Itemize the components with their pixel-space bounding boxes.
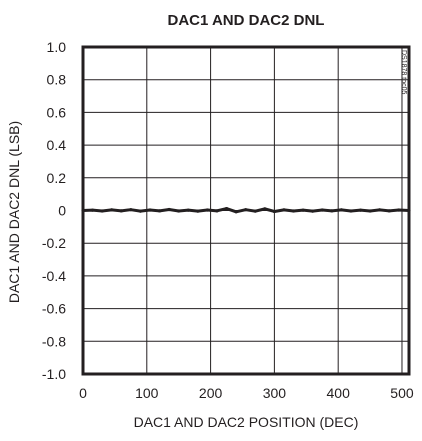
dnl-data-point xyxy=(349,209,353,213)
y-tick-label: 0.2 xyxy=(47,170,67,186)
x-tick-label: 200 xyxy=(199,385,223,401)
y-axis-ticks: 1.0 0.8 0.6 0.4 0.2 0 -0.2 -0.4 -0.6 -0.8 -1.0 xyxy=(42,39,66,382)
dnl-data-point xyxy=(100,209,104,213)
y-tick-label: 0.6 xyxy=(47,104,67,120)
y-tick-label: -0.4 xyxy=(42,268,66,284)
dnl-data-point xyxy=(387,209,391,213)
dnl-data-point xyxy=(320,208,324,212)
dnl-data-point xyxy=(330,209,334,213)
dnl-data-point xyxy=(339,208,343,212)
y-tick-label: -0.2 xyxy=(42,235,66,251)
dnl-data-point xyxy=(205,208,210,212)
dnl-data-point xyxy=(157,209,162,213)
dnl-data-point xyxy=(177,209,181,213)
dnl-data-point xyxy=(301,208,305,212)
dnl-data-point xyxy=(282,208,286,212)
dnl-data-point xyxy=(215,209,219,213)
dnl-data-point xyxy=(186,208,190,212)
figure-code-label: DS1878 toc05 xyxy=(400,50,407,94)
dnl-data-point xyxy=(253,209,257,213)
y-tick-label: -1.0 xyxy=(42,366,66,382)
dnl-data-point xyxy=(167,207,171,212)
dnl-data-point xyxy=(244,208,248,212)
dnl-data-point xyxy=(378,208,382,212)
chart-title: DAC1 AND DAC2 DNL xyxy=(168,12,325,29)
dnl-data-point xyxy=(129,208,133,212)
y-tick-label: -0.8 xyxy=(42,333,66,349)
y-tick-label: -0.6 xyxy=(42,301,66,317)
dnl-data-point xyxy=(234,210,238,214)
dnl-data-point xyxy=(311,209,315,213)
dnl-data-point xyxy=(119,209,123,213)
x-axis-ticks: 0 100 200 300 400 500 xyxy=(79,385,414,401)
x-tick-label: 300 xyxy=(263,385,287,401)
dnl-data-point xyxy=(110,208,114,212)
series-layer xyxy=(81,206,411,214)
y-tick-label: 1.0 xyxy=(47,39,67,55)
dnl-data-point xyxy=(90,208,95,212)
dnl-data-point xyxy=(224,206,229,211)
y-axis-label: DAC1 AND DAC2 DNL (LSB) xyxy=(6,121,22,303)
dnl-data-point xyxy=(397,208,401,212)
x-axis-label: DAC1 AND DAC2 POSITION (DEC) xyxy=(134,414,359,430)
dnl-data-point xyxy=(196,209,200,213)
y-tick-label: 0.8 xyxy=(47,72,67,88)
x-tick-label: 100 xyxy=(135,385,159,401)
dnl-data-point xyxy=(291,209,296,213)
dnl-data-point xyxy=(138,209,143,213)
dnl-data-point xyxy=(272,209,276,214)
dnl-data-point xyxy=(358,208,363,212)
y-tick-label: 0.4 xyxy=(47,137,67,153)
x-tick-label: 500 xyxy=(390,385,414,401)
x-tick-label: 400 xyxy=(327,385,351,401)
dnl-data-point xyxy=(368,209,372,213)
dnl-data-point xyxy=(148,208,152,212)
y-tick-label: 0 xyxy=(58,203,66,219)
dnl-data-point xyxy=(263,207,267,211)
x-tick-label: 0 xyxy=(79,385,87,401)
plot-frame xyxy=(81,45,411,376)
